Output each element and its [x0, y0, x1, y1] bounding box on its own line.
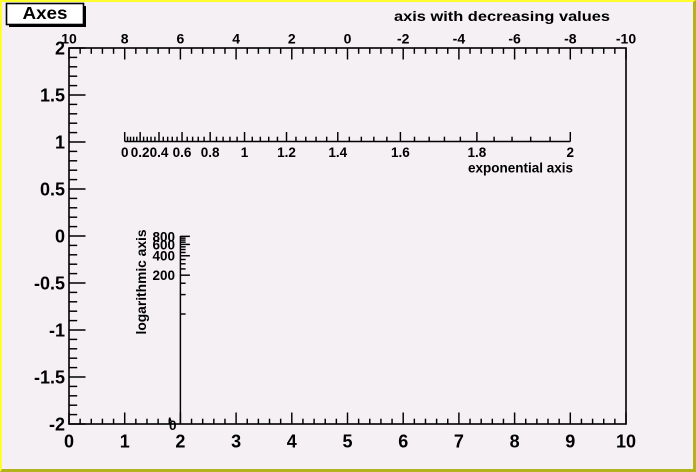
svg-text:10: 10 — [616, 432, 636, 452]
svg-text:0.2: 0.2 — [131, 145, 150, 160]
svg-text:logarithmic axis: logarithmic axis — [133, 229, 149, 334]
svg-text:600: 600 — [152, 237, 175, 252]
svg-text:2: 2 — [55, 38, 65, 58]
svg-text:0: 0 — [64, 432, 74, 452]
svg-text:2: 2 — [288, 31, 296, 47]
svg-text:2: 2 — [175, 432, 185, 452]
svg-text:4: 4 — [232, 31, 240, 47]
svg-text:9: 9 — [565, 432, 575, 452]
svg-text:1.5: 1.5 — [40, 85, 65, 105]
svg-text:1: 1 — [241, 145, 249, 160]
svg-text:-2: -2 — [49, 414, 65, 434]
svg-text:0.8: 0.8 — [201, 145, 220, 160]
svg-text:6: 6 — [398, 432, 408, 452]
svg-text:6: 6 — [177, 31, 185, 47]
svg-text:2: 2 — [567, 145, 575, 160]
svg-text:-4: -4 — [453, 31, 466, 47]
svg-text:1.8: 1.8 — [467, 145, 486, 160]
svg-text:8: 8 — [510, 432, 520, 452]
svg-text:400: 400 — [152, 249, 175, 264]
svg-text:10: 10 — [61, 31, 77, 47]
svg-text:-1: -1 — [49, 320, 65, 340]
svg-text:7: 7 — [454, 432, 464, 452]
svg-text:-1.5: -1.5 — [34, 367, 65, 387]
svg-text:0: 0 — [344, 31, 352, 47]
svg-text:1: 1 — [120, 432, 130, 452]
svg-text:-0.5: -0.5 — [34, 273, 65, 293]
svg-text:-10: -10 — [616, 31, 636, 47]
svg-text:8: 8 — [121, 31, 129, 47]
svg-text:0: 0 — [169, 418, 177, 433]
svg-text:1.6: 1.6 — [391, 145, 410, 160]
svg-text:0.4: 0.4 — [150, 145, 169, 160]
svg-text:4: 4 — [287, 432, 297, 452]
svg-text:200: 200 — [152, 268, 175, 283]
svg-text:1: 1 — [55, 132, 65, 152]
svg-text:0.6: 0.6 — [173, 145, 192, 160]
svg-text:exponential axis: exponential axis — [468, 160, 573, 176]
svg-text:0: 0 — [55, 226, 65, 246]
svg-text:Axes: Axes — [23, 3, 68, 23]
svg-text:-8: -8 — [564, 31, 577, 47]
svg-text:-2: -2 — [397, 31, 410, 47]
svg-text:5: 5 — [342, 432, 352, 452]
svg-text:0.5: 0.5 — [40, 179, 65, 199]
svg-text:-6: -6 — [508, 31, 521, 47]
svg-text:axis with decreasing values: axis with decreasing values — [394, 8, 610, 24]
svg-text:3: 3 — [231, 432, 241, 452]
svg-text:800: 800 — [152, 229, 175, 244]
svg-text:0: 0 — [121, 145, 129, 160]
svg-text:1.2: 1.2 — [277, 145, 296, 160]
svg-text:1.4: 1.4 — [328, 145, 347, 160]
